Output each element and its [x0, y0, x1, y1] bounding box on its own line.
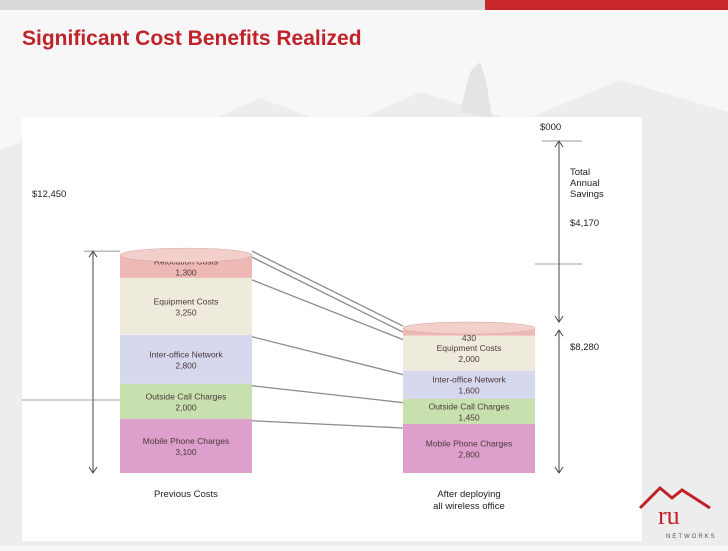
connector-line-outside-call-charges — [251, 385, 404, 404]
segment-value-relocation-costs-1: 1,300 — [175, 268, 197, 278]
segment-value-mobile-phone-charges-1: 3,100 — [175, 447, 197, 457]
segment-value-relocation-costs-2: 430 — [462, 333, 476, 343]
segment-value-inter-office-network-2: 1,600 — [458, 386, 480, 396]
after-total-label: $8,280 — [570, 342, 599, 353]
segment-inter-office-network-2 — [403, 370, 535, 399]
savings-value: $4,170 — [570, 218, 599, 229]
savings-label-line-3: Savings — [570, 189, 604, 200]
slide-title: Significant Cost Benefits Realized — [22, 27, 362, 50]
after-total-arrow-head-top — [554, 329, 564, 337]
top-bar-grey — [0, 0, 485, 10]
segment-inter-office-network-1 — [120, 334, 252, 384]
segment-value-inter-office-network-1: 2,800 — [175, 360, 197, 370]
segment-mobile-phone-charges-2 — [403, 424, 535, 473]
segment-outside-call-charges-1 — [120, 383, 252, 419]
segment-label-mobile-phone-charges-2: Mobile Phone Charges — [426, 439, 512, 449]
segment-label-inter-office-network-2: Inter-office Network — [432, 375, 506, 385]
category-label-1: Previous Costs — [154, 489, 218, 500]
savings-arrow-head-bottom — [554, 315, 564, 324]
segment-value-outside-call-charges-2: 1,450 — [458, 412, 480, 422]
category-label-2-line-2: all wireless office — [433, 501, 505, 512]
segment-value-equipment-costs-2: 2,000 — [458, 354, 480, 364]
logo-wordmark: ru — [658, 501, 680, 530]
segment-value-equipment-costs-1: 3,250 — [175, 307, 197, 317]
segment-outside-call-charges-2 — [403, 398, 535, 424]
top-marker-label: $000 — [540, 122, 561, 133]
segment-equipment-costs-2 — [403, 335, 535, 371]
segment-label-outside-call-charges-1: Outside Call Charges — [146, 391, 227, 401]
previous-total-label: $12,450 — [32, 189, 66, 200]
cylinder-top-1 — [119, 247, 253, 263]
connector-line-mobile-phone-charges — [251, 420, 404, 429]
after-total-arrow-head-bottom — [554, 466, 564, 474]
chart-panel: Mobile Phone Charges 3,100 Outside Call Ch… — [22, 117, 642, 541]
connector-line-relocation-costs — [251, 256, 404, 333]
segment-label-equipment-costs-2: Equipment Costs — [437, 343, 502, 353]
segment-label-equipment-costs-1: Equipment Costs — [154, 296, 219, 306]
logo-subtitle: NETWORKS — [666, 534, 717, 540]
segment-label-inter-office-network-1: Inter-office Network — [149, 349, 223, 359]
connector-line-equipment-costs — [251, 279, 404, 341]
segment-value-mobile-phone-charges-2: 2,800 — [458, 450, 480, 460]
segment-mobile-phone-charges-1 — [120, 418, 252, 473]
segment-label-outside-call-charges-2: Outside Call Charges — [429, 401, 510, 411]
cylinder-top-2 — [402, 321, 536, 335]
previous-total-arrow-head-bottom — [88, 466, 98, 474]
connector-line-inter-office-network — [251, 336, 404, 376]
segment-equipment-costs-1 — [120, 277, 252, 335]
top-bar-red — [485, 0, 728, 10]
company-logo: ru NETWORKS — [636, 478, 728, 546]
segment-label-mobile-phone-charges-1: Mobile Phone Charges — [143, 436, 229, 446]
connector-line-top — [251, 250, 404, 327]
savings-label-line-1: Total — [570, 167, 590, 178]
category-label-2-line-1: After deploying — [437, 489, 500, 500]
segment-value-outside-call-charges-1: 2,000 — [175, 402, 197, 412]
savings-label-line-2: Annual — [570, 178, 600, 189]
